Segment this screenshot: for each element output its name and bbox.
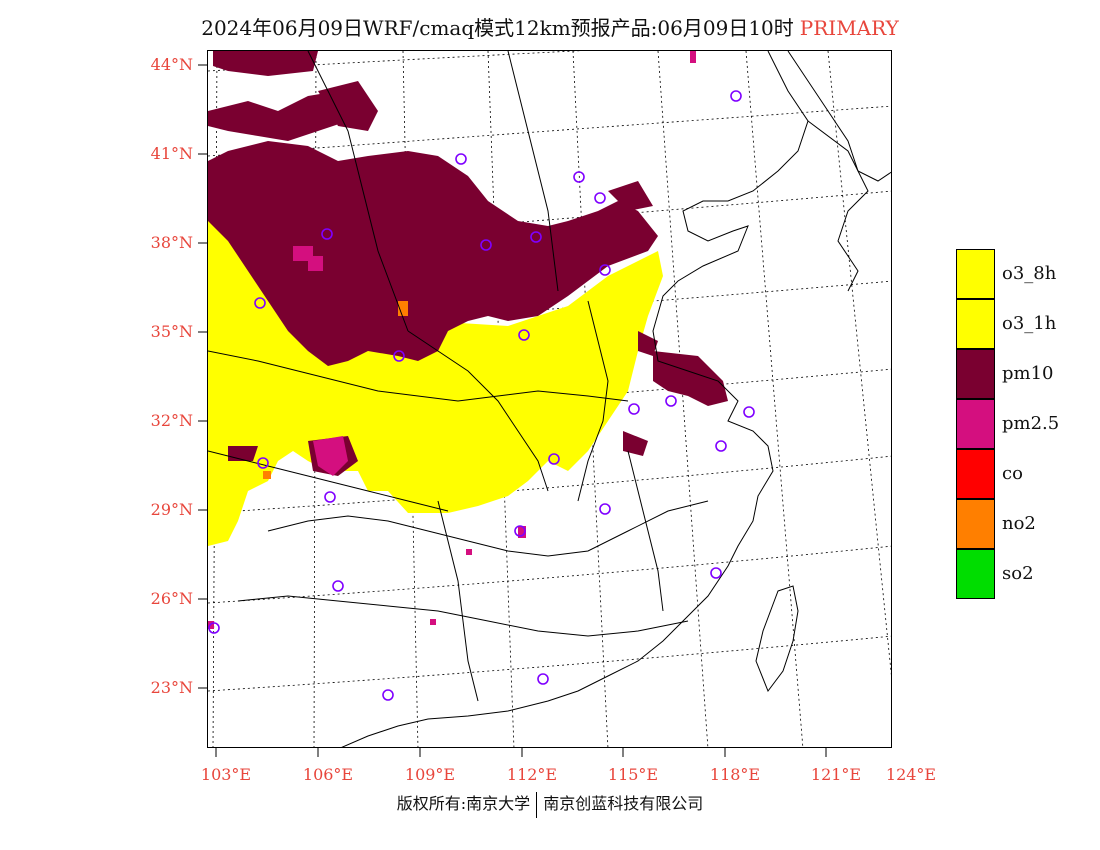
lon-label-112: 112°E bbox=[506, 765, 558, 784]
lat-label-29: 29°N bbox=[150, 500, 193, 519]
lat-label-35: 35°N bbox=[150, 322, 193, 341]
legend-item-co: co bbox=[956, 449, 1080, 499]
lon-label-106: 106°E bbox=[302, 765, 354, 784]
pollutant-map bbox=[208, 51, 891, 747]
legend-item-o3-1h: o3_1h bbox=[956, 299, 1080, 349]
legend-label-o3-1h: o3_1h bbox=[1002, 313, 1057, 334]
legend-swatch-co bbox=[956, 449, 995, 499]
legend-item-pm25: pm2.5 bbox=[956, 399, 1080, 449]
map-panel bbox=[207, 50, 892, 748]
legend-item-o3-8h: o3_8h bbox=[956, 249, 1080, 299]
legend-swatch-pm10 bbox=[956, 349, 995, 399]
map-title: 2024年06月09日WRF/cmaq模式12km预报产品:06月09日10时 P… bbox=[0, 12, 1100, 41]
footer-separator bbox=[536, 791, 538, 818]
lat-label-41: 41°N bbox=[150, 144, 193, 163]
legend-label-pm10: pm10 bbox=[1002, 363, 1054, 384]
lon-label-118: 118°E bbox=[709, 765, 761, 784]
legend-item-no2: no2 bbox=[956, 499, 1080, 549]
lat-label-26: 26°N bbox=[150, 589, 193, 608]
legend-item-so2: so2 bbox=[956, 549, 1080, 599]
map-title-tag: PRIMARY bbox=[799, 16, 899, 40]
copyright-footer: 版权所有:南京大学 南京创蓝科技有限公司 bbox=[0, 790, 1100, 818]
station-markers bbox=[208, 90, 755, 701]
lat-label-44: 44°N bbox=[150, 55, 193, 74]
lat-label-23: 23°N bbox=[150, 678, 193, 697]
lon-label-124: 124°E bbox=[885, 765, 937, 784]
lat-label-32: 32°N bbox=[150, 411, 193, 430]
legend-swatch-o3-1h bbox=[956, 299, 995, 349]
legend-swatch-o3-8h bbox=[956, 249, 995, 299]
pm10-region bbox=[208, 51, 728, 476]
lat-label-38: 38°N bbox=[150, 233, 193, 252]
legend-label-o3-8h: o3_8h bbox=[1002, 263, 1057, 284]
legend-item-pm10: pm10 bbox=[956, 349, 1080, 399]
copyright-right: 南京创蓝科技有限公司 bbox=[543, 794, 704, 813]
boundaries bbox=[208, 51, 891, 747]
legend-label-co: co bbox=[1002, 463, 1023, 484]
lon-label-115: 115°E bbox=[607, 765, 659, 784]
legend-label-so2: so2 bbox=[1002, 563, 1034, 584]
legend-swatch-so2 bbox=[956, 549, 995, 599]
legend-swatch-no2 bbox=[956, 499, 995, 549]
lon-label-109: 109°E bbox=[404, 765, 456, 784]
map-title-main: 2024年06月09日WRF/cmaq模式12km预报产品:06月09日10时 bbox=[201, 16, 794, 40]
legend-label-pm25: pm2.5 bbox=[1002, 413, 1060, 434]
copyright-left: 版权所有:南京大学 bbox=[396, 794, 531, 813]
legend-label-no2: no2 bbox=[1002, 513, 1036, 534]
legend-swatch-pm25 bbox=[956, 399, 995, 449]
lon-label-103: 103°E bbox=[200, 765, 252, 784]
lon-label-121: 121°E bbox=[810, 765, 862, 784]
legend: o3_8h o3_1h pm10 pm2.5 co no2 so2 bbox=[956, 249, 1080, 599]
no2-region bbox=[263, 301, 408, 479]
